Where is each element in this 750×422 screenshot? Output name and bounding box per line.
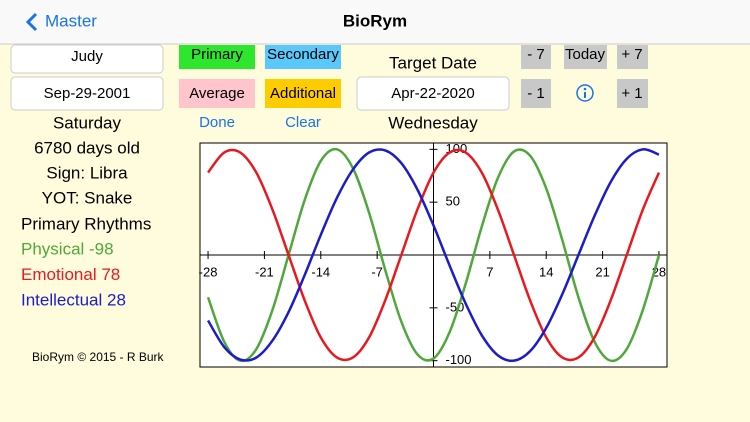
minus7-button[interactable] — [521, 45, 551, 69]
rhythm-line — [206, 148, 660, 363]
back-button[interactable]: Master — [45, 11, 97, 30]
target-date-text: Apr-22-2020 — [391, 85, 474, 102]
info-dot — [583, 87, 587, 91]
rhythm-line — [206, 147, 661, 363]
legend-entry: Physical -98 — [21, 239, 114, 258]
primary-button[interactable] — [179, 45, 255, 69]
birth-date-text: Sep-29-2001 — [44, 85, 131, 102]
target-date-field[interactable] — [356, 76, 510, 111]
year-of-tiger: YOT: Snake — [42, 188, 133, 207]
y-tick-label: -100 — [446, 352, 472, 367]
x-tick-label: 7 — [486, 264, 493, 279]
x-tick-label: 14 — [539, 264, 553, 279]
x-tick-label: 21 — [595, 264, 609, 279]
plus7-label: + 7 — [621, 46, 642, 63]
minus1-button[interactable] — [521, 79, 551, 108]
rhythms-title: Primary Rhythms — [21, 214, 151, 233]
x-tick-label: -21 — [255, 264, 274, 279]
legend-entry: Intellectual 28 — [21, 290, 126, 309]
footer: BioRym © 2015 - R Burk — [32, 350, 165, 364]
secondary-label: Secondary — [267, 46, 339, 63]
birth-weekday: Saturday — [53, 113, 122, 132]
screen-title: BioRym — [343, 11, 407, 30]
x-tick-label: -28 — [199, 264, 218, 279]
days-old: 6780 days old — [34, 138, 140, 157]
plus1-label: + 1 — [621, 85, 642, 102]
x-tick-label: -14 — [311, 264, 330, 279]
info-circle — [576, 84, 594, 102]
clear-button[interactable]: Clear — [285, 114, 321, 131]
average-label: Average — [189, 85, 245, 102]
rhythm-line — [207, 148, 661, 362]
primary-label: Primary — [191, 46, 243, 63]
legend-entry: Emotional 78 — [21, 265, 120, 284]
y-tick-label: 50 — [446, 194, 460, 209]
x-tick-label: -7 — [371, 264, 383, 279]
additional-button[interactable] — [265, 79, 341, 108]
plus1-button[interactable] — [617, 79, 648, 108]
minus1-label: - 1 — [527, 85, 545, 102]
name-field[interactable] — [10, 44, 164, 74]
name-text: Judy — [71, 48, 103, 65]
average-button[interactable] — [179, 79, 255, 108]
target-weekday: Wednesday — [388, 113, 478, 132]
today-button[interactable] — [564, 45, 607, 69]
minus7-label: - 7 — [527, 46, 545, 63]
plus7-button[interactable] — [617, 45, 648, 69]
sign: Sign: Libra — [46, 163, 128, 182]
nav-bar — [0, 0, 750, 44]
done-button[interactable]: Done — [199, 114, 235, 131]
today-label: Today — [565, 46, 606, 63]
birth-date-field[interactable] — [10, 76, 164, 111]
secondary-button[interactable] — [265, 45, 341, 69]
back-chevron[interactable] — [25, 12, 38, 32]
additional-label: Additional — [270, 85, 336, 102]
target-label: Target Date — [389, 53, 477, 72]
info-button[interactable] — [576, 84, 594, 102]
